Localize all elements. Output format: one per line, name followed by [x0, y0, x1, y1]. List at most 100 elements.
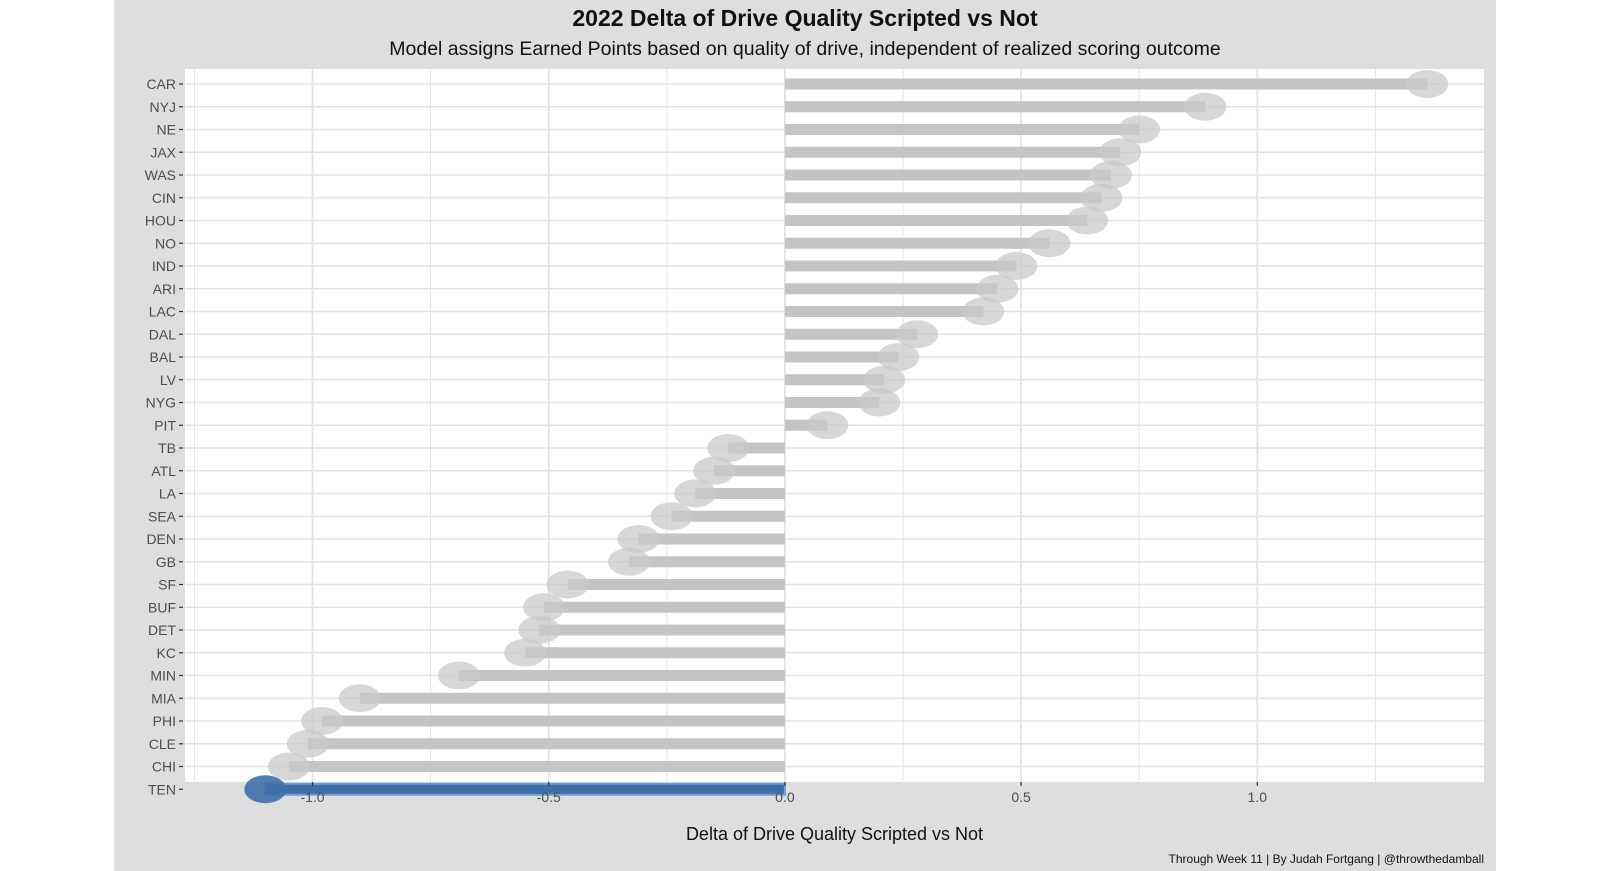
bar-nyj [784, 101, 1206, 113]
bar-cin [784, 192, 1102, 204]
bar-buf [543, 601, 785, 613]
team-logo-lv [863, 365, 906, 394]
team-logo-dal [896, 320, 939, 349]
team-logo-mia [338, 684, 381, 713]
x-tick-label: 1.0 [1248, 789, 1268, 805]
bar-dal [784, 328, 918, 340]
bar-bal [784, 351, 899, 363]
bar-chi [288, 761, 785, 772]
bar-mia [359, 692, 785, 704]
team-logo-ten [244, 775, 287, 804]
bar-nyg [784, 397, 880, 408]
team-logo-ne [1118, 115, 1161, 144]
bar-gb [629, 556, 785, 568]
y-tick-label: BUF [148, 599, 176, 615]
bar-ind [784, 260, 1017, 272]
bar-no [784, 237, 1050, 249]
bar-cle [307, 738, 785, 750]
y-tick-label: LAC [149, 304, 176, 320]
bar-det [539, 624, 785, 636]
team-logo-tb [707, 434, 750, 462]
y-tick-label: CLE [149, 736, 176, 752]
team-logo-ari [976, 274, 1019, 303]
y-tick-label: GB [156, 554, 176, 570]
y-tick-label: TB [158, 440, 176, 456]
y-tick-label: IND [152, 258, 176, 274]
y-tick-label: SEA [148, 508, 177, 524]
team-logo-no [1028, 229, 1071, 258]
team-logo-lac [962, 297, 1005, 326]
team-logo-nyg [858, 388, 901, 417]
bar-was [784, 169, 1111, 181]
team-logo-ind [995, 252, 1038, 280]
y-tick-label: NO [155, 235, 176, 251]
bar-hou [784, 215, 1088, 226]
y-tick-label: LV [160, 372, 177, 388]
y-tick-label: MIN [150, 668, 176, 684]
bar-ne [784, 124, 1140, 135]
x-axis-ticks: -1.0 -0.5 0.0 0.5 1.0 [300, 782, 1267, 805]
team-logo-atl [693, 456, 736, 485]
bar-car [784, 78, 1428, 90]
bar-atl [714, 465, 785, 477]
team-logo-buf [522, 593, 565, 622]
team-logo-cle [286, 729, 329, 758]
bar-ari [784, 283, 998, 295]
x-tick-label: -0.5 [537, 789, 561, 805]
y-tick-label: CIN [152, 190, 176, 206]
x-tick-label: 0.5 [1011, 789, 1031, 805]
y-tick-label: HOU [145, 213, 176, 229]
y-axis-ticks: CAR NYJ NE JAX WAS CIN HOU NO IND ARI LAC DAL BAL LV N… [145, 76, 183, 797]
bar-lv [784, 374, 885, 386]
y-tick-label: LA [159, 486, 177, 502]
bar-la [695, 488, 785, 499]
y-tick-label: NYJ [150, 99, 176, 115]
bar-jax [784, 146, 1121, 158]
bar-sea [671, 510, 785, 522]
team-logo-min [437, 661, 480, 690]
team-logo-det [518, 616, 561, 644]
y-tick-label: PHI [153, 713, 176, 729]
y-tick-label: KC [157, 645, 176, 661]
team-logo-car [1406, 70, 1449, 98]
y-tick-label: WAS [145, 167, 176, 183]
team-logo-chi [267, 752, 310, 781]
y-tick-label: CAR [146, 76, 176, 92]
team-logo-hou [1066, 206, 1109, 235]
bar-den [638, 533, 785, 545]
x-tick-label: 0.0 [775, 789, 795, 805]
bar-min [458, 670, 785, 681]
team-logo-jax [1099, 138, 1142, 167]
y-tick-label: NE [157, 122, 176, 138]
chart-title: 2022 Delta of Drive Quality Scripted vs … [572, 5, 1038, 31]
team-logos [244, 70, 1449, 804]
bar-sf [567, 579, 785, 590]
team-logo-kc [504, 638, 547, 667]
y-tick-label: JAX [150, 144, 176, 160]
y-tick-label: MIA [151, 690, 177, 706]
team-logo-gb [608, 547, 651, 576]
team-logo-was [1089, 161, 1132, 189]
y-tick-label: PIT [154, 417, 176, 433]
bar-lac [784, 306, 984, 317]
team-logo-cin [1080, 183, 1123, 212]
team-logo-sea [650, 502, 693, 531]
team-logo-den [617, 525, 660, 553]
team-logo-pit [806, 411, 849, 440]
bar-pit [784, 419, 828, 431]
team-logo-phi [300, 707, 343, 735]
bar-ten [264, 782, 786, 796]
team-logo-la [674, 479, 717, 508]
bars [264, 78, 1428, 796]
bar-tb [728, 442, 785, 454]
x-axis-title: Delta of Drive Quality Scripted vs Not [685, 824, 984, 844]
y-tick-label: ARI [153, 281, 176, 297]
y-tick-label: DAL [149, 326, 176, 342]
team-logo-bal [877, 343, 920, 371]
y-tick-label: ATL [151, 463, 176, 479]
chart-caption: Through Week 11 | By Judah Fortgang | @t… [1168, 852, 1484, 866]
y-tick-label: DEN [146, 531, 176, 547]
y-tick-label: DET [148, 622, 176, 638]
y-tick-label: TEN [148, 781, 176, 797]
